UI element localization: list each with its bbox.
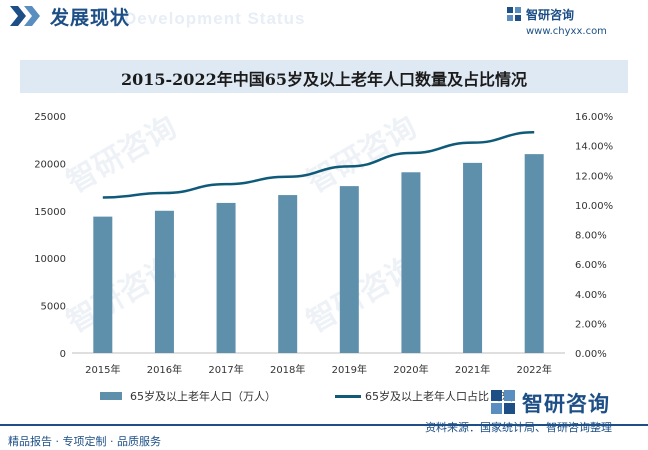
bar	[278, 195, 298, 353]
x-tick-label: 2021年	[455, 363, 490, 376]
x-tick-label: 2017年	[208, 363, 243, 376]
y-left-tick-label: 15000	[34, 207, 66, 218]
page-header: Development Status 发展现状	[0, 0, 648, 34]
x-tick-label: 2022年	[516, 363, 551, 376]
header-watermark: Development Status	[124, 9, 306, 28]
section-title: 发展现状	[50, 7, 131, 29]
y-left-tick-label: 5000	[41, 302, 66, 313]
footer-divider	[0, 424, 648, 426]
footer-brand: 智研咨询	[522, 392, 610, 416]
chart-title-band: 2015-2022年中国65岁及以上老年人口数量及占比情况	[20, 60, 628, 93]
y-right-tick-label: 8.00%	[575, 231, 607, 242]
legend-label-bar: 65岁及以上老年人口（万人）	[130, 390, 276, 403]
x-tick-label: 2016年	[147, 363, 182, 376]
y-right-tick-label: 12.00%	[575, 171, 613, 182]
legend-swatch-line	[335, 395, 361, 398]
data-source: 资料来源：国家统计局、智研咨询整理	[425, 421, 612, 434]
x-tick-label: 2019年	[332, 363, 367, 376]
y-right-tick-label: 14.00%	[575, 142, 613, 153]
y-left-tick-label: 10000	[34, 254, 66, 265]
brand-block: 智研咨询 www.chyxx.com	[506, 6, 636, 42]
y-right-tick-label: 16.00%	[575, 112, 613, 123]
bar	[216, 202, 236, 353]
x-tick-label: 2015年	[85, 363, 120, 376]
y-right-tick-label: 2.00%	[575, 319, 607, 330]
bar	[401, 172, 421, 353]
x-tick-label: 2018年	[270, 363, 305, 376]
legend-label-line: 65岁及以上老年人口占比（%）	[365, 390, 522, 403]
y-left-tick-label: 25000	[34, 112, 66, 123]
x-tick-label: 2020年	[393, 363, 428, 376]
y-right-tick-label: 10.00%	[575, 201, 613, 212]
y-right-tick-label: 0.00%	[575, 349, 607, 360]
y-left-tick-label: 20000	[34, 159, 66, 170]
y-right-tick-label: 4.00%	[575, 290, 607, 301]
bar	[463, 162, 483, 353]
y-left-tick-label: 0	[60, 349, 66, 360]
legend-swatch-bar	[100, 392, 122, 400]
bar	[524, 154, 544, 353]
chevron-arrows-icon	[10, 6, 40, 26]
y-right-tick-label: 6.00%	[575, 260, 607, 271]
brand-logo-icon	[507, 7, 521, 21]
footer-logo-icon	[491, 390, 515, 414]
bar	[339, 186, 359, 353]
brand-name: 智研咨询	[526, 8, 575, 22]
footer-tagline: 精品报告 · 专项定制 · 品质服务	[8, 435, 161, 448]
bar	[154, 210, 174, 353]
line-series	[102, 131, 535, 199]
brand-url[interactable]: www.chyxx.com	[526, 26, 607, 37]
chart-title: 2015-2022年中国65岁及以上老年人口数量及占比情况	[121, 70, 527, 89]
chart-legend: 65岁及以上老年人口（万人） 65岁及以上老年人口占比（%）	[100, 386, 580, 406]
bar	[93, 216, 113, 353]
